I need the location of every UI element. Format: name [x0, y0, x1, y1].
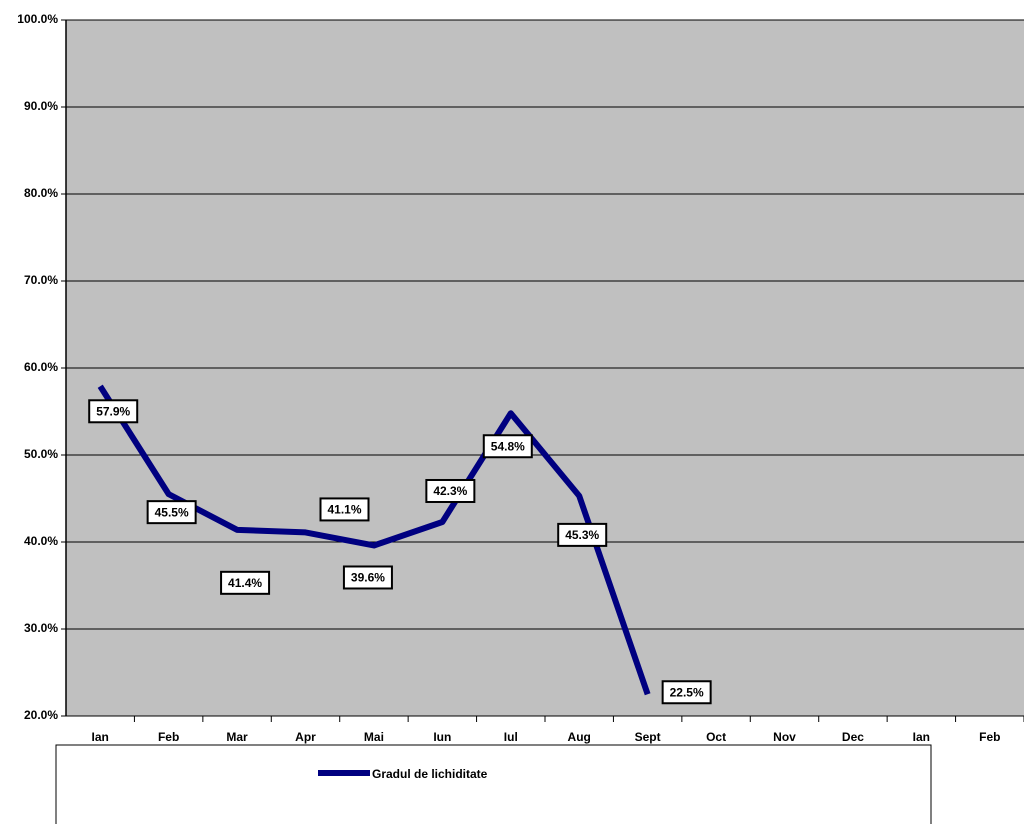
data-label: 54.8% [491, 439, 525, 453]
data-label: 39.6% [351, 571, 385, 585]
data-label-box [342, 565, 393, 590]
x-tick-label: Iul [504, 730, 518, 744]
y-tick-label: 60.0% [24, 360, 58, 374]
x-tick-label: Feb [158, 730, 179, 744]
x-tick-label: Ian [913, 730, 930, 744]
data-label-box [661, 680, 712, 705]
y-tick-label: 20.0% [24, 708, 58, 722]
y-tick-label: 80.0% [24, 186, 58, 200]
data-label-box [88, 399, 139, 424]
legend-label: Gradul de lichiditate [372, 767, 488, 781]
x-tick-label: Nov [773, 730, 796, 744]
data-label: 22.5% [670, 685, 704, 699]
data-label: 45.5% [155, 505, 189, 519]
x-tick-label: Mai [364, 730, 384, 744]
x-tick-label: Sept [635, 730, 661, 744]
x-tick-label: Feb [979, 730, 1000, 744]
data-label-box [425, 478, 476, 503]
y-tick-label: 50.0% [24, 447, 58, 461]
legend-box [55, 744, 932, 824]
y-tick-label: 90.0% [24, 99, 58, 113]
x-tick-label: Iun [433, 730, 451, 744]
x-tick-label: Dec [842, 730, 864, 744]
data-label-box [557, 522, 608, 547]
data-label-box [220, 570, 271, 595]
data-label: 45.3% [565, 528, 599, 542]
data-label-box [146, 500, 197, 525]
data-label-box [319, 497, 370, 522]
y-tick-label: 40.0% [24, 534, 58, 548]
data-label: 41.4% [228, 576, 262, 590]
x-tick-label: Ian [92, 730, 109, 744]
y-tick-label: 100.0% [17, 12, 58, 26]
data-label: 42.3% [433, 484, 467, 498]
data-label-box [482, 434, 533, 459]
data-label: 57.9% [96, 404, 130, 418]
x-tick-label: Mar [226, 730, 248, 744]
x-tick-label: Apr [295, 730, 316, 744]
data-label: 41.1% [327, 503, 361, 517]
x-tick-label: Aug [568, 730, 591, 744]
x-tick-label: Oct [706, 730, 726, 744]
y-tick-label: 30.0% [24, 621, 58, 635]
y-tick-label: 70.0% [24, 273, 58, 287]
